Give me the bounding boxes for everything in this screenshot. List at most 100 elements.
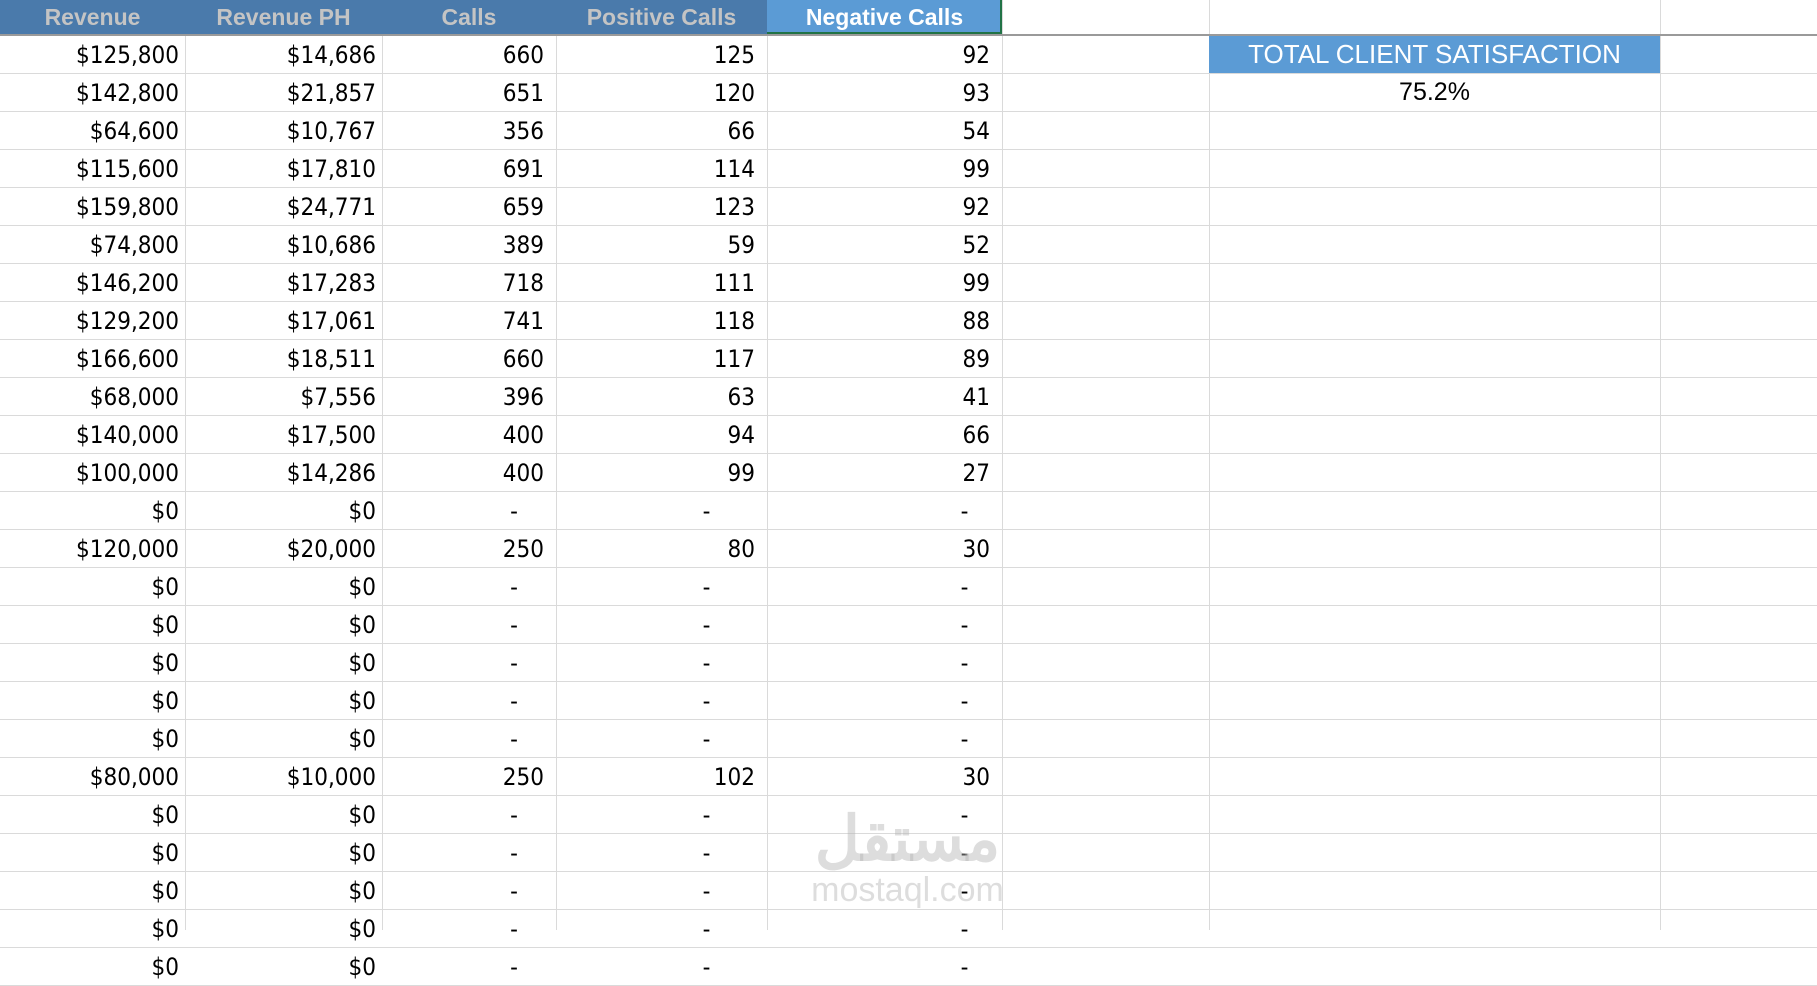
cell-revenue[interactable]: $0 bbox=[151, 877, 179, 905]
cell-positive-calls[interactable]: - bbox=[702, 839, 711, 867]
cell-positive-calls[interactable]: 117 bbox=[713, 345, 755, 373]
cell-revenue[interactable]: $115,600 bbox=[76, 155, 179, 183]
cell-revenue[interactable]: $0 bbox=[151, 573, 179, 601]
cell-revenue-ph[interactable]: $10,000 bbox=[286, 763, 376, 791]
cell-calls[interactable]: - bbox=[510, 497, 518, 525]
cell-revenue-ph[interactable]: $10,767 bbox=[286, 117, 376, 145]
cell-negative-calls[interactable]: - bbox=[960, 725, 969, 753]
cell-revenue[interactable]: $0 bbox=[151, 801, 179, 829]
cell-positive-calls[interactable]: - bbox=[702, 725, 711, 753]
cell-calls[interactable]: - bbox=[510, 953, 518, 981]
cell-negative-calls[interactable]: 99 bbox=[962, 269, 990, 297]
cell-calls[interactable]: 660 bbox=[502, 345, 544, 373]
cell-calls[interactable]: - bbox=[510, 839, 518, 867]
cell-positive-calls[interactable]: - bbox=[702, 687, 711, 715]
cell-revenue[interactable]: $64,600 bbox=[89, 117, 179, 145]
cell-positive-calls[interactable]: 120 bbox=[713, 79, 755, 107]
cell-revenue[interactable]: $0 bbox=[151, 915, 179, 943]
satisfaction-title[interactable]: TOTAL CLIENT SATISFACTION bbox=[1209, 36, 1660, 73]
cell-positive-calls[interactable]: 114 bbox=[713, 155, 755, 183]
cell-revenue[interactable]: $80,000 bbox=[89, 763, 179, 791]
cell-calls[interactable]: - bbox=[510, 687, 518, 715]
cell-calls[interactable]: 741 bbox=[502, 307, 544, 335]
cell-calls[interactable]: - bbox=[510, 801, 518, 829]
cell-negative-calls[interactable]: - bbox=[960, 497, 969, 525]
cell-positive-calls[interactable]: 66 bbox=[727, 117, 755, 145]
cell-revenue-ph[interactable]: $14,686 bbox=[286, 41, 376, 69]
satisfaction-value[interactable]: 75.2% bbox=[1399, 78, 1470, 106]
cell-revenue-ph[interactable]: $17,810 bbox=[286, 155, 376, 183]
cell-positive-calls[interactable]: 94 bbox=[727, 421, 755, 449]
cell-calls[interactable]: - bbox=[510, 649, 518, 677]
cell-negative-calls[interactable]: - bbox=[960, 687, 969, 715]
header-positive-calls[interactable]: Positive Calls bbox=[586, 4, 737, 30]
cell-positive-calls[interactable]: - bbox=[702, 611, 711, 639]
cell-negative-calls[interactable]: 54 bbox=[962, 117, 990, 145]
cell-revenue[interactable]: $0 bbox=[151, 839, 179, 867]
cell-negative-calls[interactable]: 27 bbox=[962, 459, 990, 487]
cell-revenue-ph[interactable]: $0 bbox=[348, 839, 376, 867]
cell-revenue-ph[interactable]: $0 bbox=[348, 953, 376, 981]
cell-revenue-ph[interactable]: $0 bbox=[348, 915, 376, 943]
cell-calls[interactable]: 250 bbox=[502, 763, 544, 791]
cell-negative-calls[interactable]: 66 bbox=[962, 421, 990, 449]
cell-positive-calls[interactable]: 63 bbox=[727, 383, 755, 411]
cell-negative-calls[interactable]: 99 bbox=[962, 155, 990, 183]
cell-calls[interactable]: 718 bbox=[502, 269, 544, 297]
cell-revenue[interactable]: $140,000 bbox=[76, 421, 179, 449]
cell-calls[interactable]: 691 bbox=[502, 155, 544, 183]
cell-negative-calls[interactable]: 93 bbox=[962, 79, 990, 107]
cell-revenue-ph[interactable]: $0 bbox=[348, 877, 376, 905]
cell-revenue-ph[interactable]: $0 bbox=[348, 497, 376, 525]
cell-negative-calls[interactable]: 30 bbox=[962, 763, 990, 791]
cell-positive-calls[interactable]: - bbox=[702, 877, 711, 905]
cell-calls[interactable]: 659 bbox=[502, 193, 544, 221]
cell-positive-calls[interactable]: 118 bbox=[713, 307, 755, 335]
cell-negative-calls[interactable]: - bbox=[960, 877, 969, 905]
cell-calls[interactable]: - bbox=[510, 725, 518, 753]
cell-negative-calls[interactable]: 88 bbox=[962, 307, 990, 335]
cell-revenue-ph[interactable]: $0 bbox=[348, 573, 376, 601]
cell-revenue-ph[interactable]: $0 bbox=[348, 649, 376, 677]
cell-calls[interactable]: 250 bbox=[502, 535, 544, 563]
cell-revenue-ph[interactable]: $7,556 bbox=[300, 383, 376, 411]
cell-revenue-ph[interactable]: $24,771 bbox=[286, 193, 376, 221]
cell-revenue-ph[interactable]: $21,857 bbox=[286, 79, 376, 107]
cell-negative-calls[interactable]: - bbox=[960, 915, 969, 943]
cell-revenue[interactable]: $0 bbox=[151, 649, 179, 677]
cell-revenue-ph[interactable]: $17,500 bbox=[286, 421, 376, 449]
cell-positive-calls[interactable]: - bbox=[702, 649, 711, 677]
cell-positive-calls[interactable]: - bbox=[702, 801, 711, 829]
cell-negative-calls[interactable]: - bbox=[960, 611, 969, 639]
cell-negative-calls[interactable]: 30 bbox=[962, 535, 990, 563]
cell-revenue[interactable]: $129,200 bbox=[76, 307, 179, 335]
cell-revenue-ph[interactable]: $0 bbox=[348, 611, 376, 639]
cell-revenue-ph[interactable]: $20,000 bbox=[286, 535, 376, 563]
cell-revenue-ph[interactable]: $10,686 bbox=[286, 231, 376, 259]
cell-positive-calls[interactable]: - bbox=[702, 497, 711, 525]
cell-positive-calls[interactable]: - bbox=[702, 915, 711, 943]
cell-revenue-ph[interactable]: $0 bbox=[348, 725, 376, 753]
cell-negative-calls[interactable]: - bbox=[960, 649, 969, 677]
cell-positive-calls[interactable]: - bbox=[702, 953, 711, 981]
cell-revenue[interactable]: $142,800 bbox=[76, 79, 179, 107]
cell-negative-calls[interactable]: - bbox=[960, 839, 969, 867]
header-negative-calls[interactable]: Negative Calls bbox=[767, 0, 1002, 34]
cell-revenue[interactable]: $74,800 bbox=[89, 231, 179, 259]
cell-revenue-ph[interactable]: $14,286 bbox=[286, 459, 376, 487]
cell-revenue[interactable]: $0 bbox=[151, 725, 179, 753]
cell-calls[interactable]: - bbox=[510, 915, 518, 943]
cell-positive-calls[interactable]: 99 bbox=[727, 459, 755, 487]
cell-revenue[interactable]: $0 bbox=[151, 497, 179, 525]
cell-calls[interactable]: 651 bbox=[502, 79, 544, 107]
cell-revenue-ph[interactable]: $0 bbox=[348, 801, 376, 829]
header-calls[interactable]: Calls bbox=[441, 4, 497, 30]
cell-calls[interactable]: 400 bbox=[502, 421, 544, 449]
cell-revenue[interactable]: $146,200 bbox=[76, 269, 179, 297]
cell-revenue-ph[interactable]: $18,511 bbox=[286, 345, 376, 373]
cell-positive-calls[interactable]: - bbox=[702, 573, 711, 601]
cell-calls[interactable]: - bbox=[510, 611, 518, 639]
cell-negative-calls[interactable]: 89 bbox=[962, 345, 990, 373]
cell-calls[interactable]: 389 bbox=[502, 231, 544, 259]
cell-revenue[interactable]: $125,800 bbox=[76, 41, 179, 69]
